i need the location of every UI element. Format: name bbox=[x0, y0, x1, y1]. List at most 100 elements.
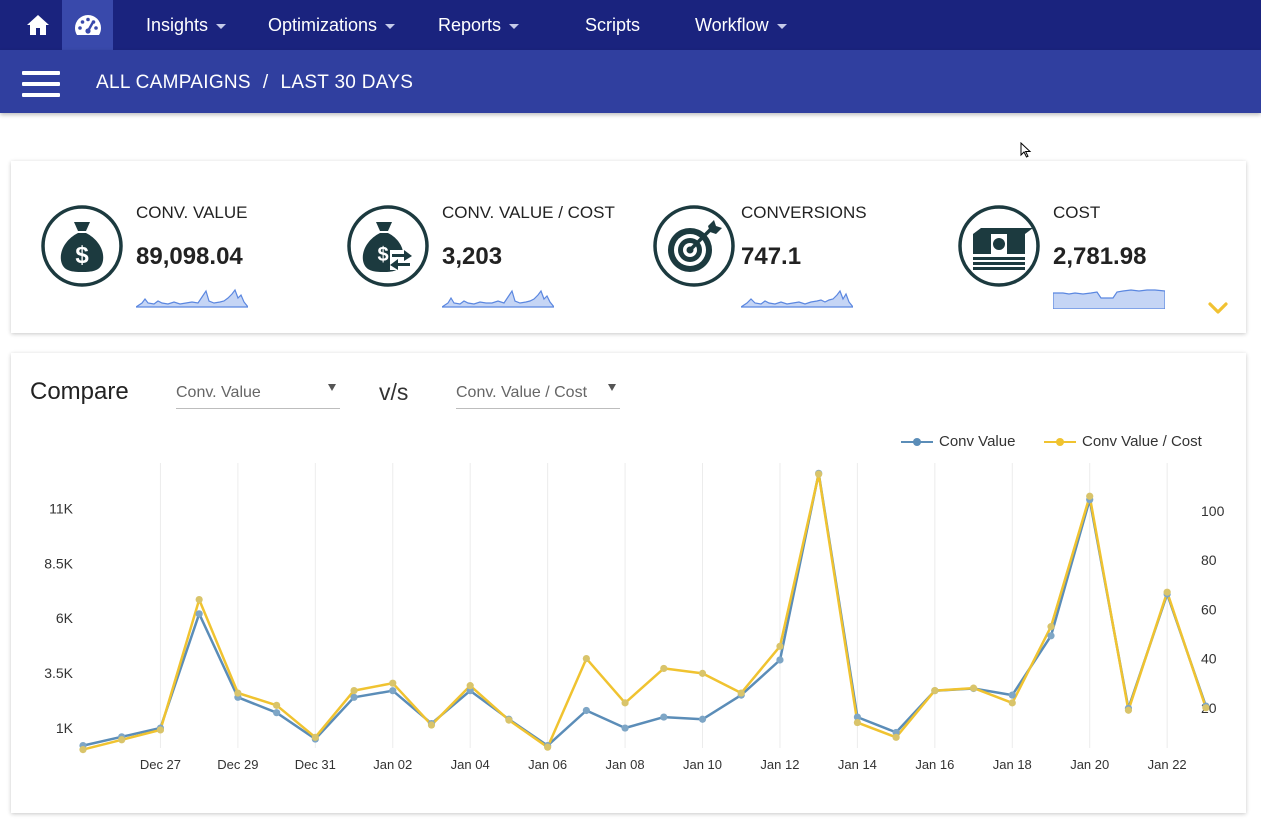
cash-stack-icon bbox=[958, 205, 1040, 287]
chevron-down-icon bbox=[776, 23, 787, 29]
data-point-conv-value bbox=[660, 713, 668, 721]
y-left-tick-label: 1K bbox=[56, 720, 74, 736]
x-tick-label: Jan 22 bbox=[1148, 757, 1187, 772]
data-point-conv-value-cost bbox=[156, 726, 165, 734]
right-metric-select[interactable]: Conv. Value / Cost bbox=[456, 377, 620, 409]
y-left-tick-label: 8.5K bbox=[44, 555, 73, 571]
chevron-down-icon[interactable] bbox=[1208, 301, 1228, 315]
data-point-conv-value-cost bbox=[969, 684, 978, 692]
x-tick-label: Jan 08 bbox=[606, 757, 645, 772]
data-point-conv-value bbox=[1047, 632, 1055, 640]
sub-header-bar: ALL CAMPAIGNS / LAST 30 DAYS bbox=[0, 50, 1261, 113]
data-point-conv-value-cost bbox=[544, 743, 552, 751]
nav-optimizations[interactable]: Optimizations bbox=[268, 0, 396, 50]
data-point-conv-value-cost bbox=[195, 595, 203, 604]
svg-text:$: $ bbox=[75, 242, 89, 269]
left-metric-select[interactable]: Conv. Value bbox=[176, 377, 340, 409]
data-point-conv-value bbox=[466, 687, 474, 695]
data-point-conv-value bbox=[892, 728, 900, 737]
dropdown-arrow-icon bbox=[608, 384, 616, 391]
home-button[interactable] bbox=[8, 0, 68, 50]
sparkline bbox=[136, 288, 248, 308]
breadcrumb-date-range[interactable]: LAST 30 DAYS bbox=[280, 72, 414, 93]
dropdown-arrow-icon bbox=[328, 384, 336, 391]
x-tick-label: Jan 12 bbox=[760, 757, 799, 772]
data-point-conv-value-cost bbox=[582, 655, 590, 663]
data-point-conv-value bbox=[1202, 702, 1210, 710]
breadcrumb-campaigns[interactable]: ALL CAMPAIGNS bbox=[96, 72, 251, 93]
left-metric-value: Conv. Value bbox=[176, 384, 261, 401]
nav-reports[interactable]: Reports bbox=[438, 0, 520, 50]
kpi-label: CONV. VALUE / COST bbox=[442, 203, 615, 222]
chevron-down-icon bbox=[216, 23, 227, 29]
x-tick-label: Jan 14 bbox=[838, 757, 877, 772]
data-point-conv-value bbox=[1124, 704, 1133, 712]
data-point-conv-value bbox=[969, 684, 978, 693]
x-tick-label: Dec 29 bbox=[217, 757, 258, 772]
nav-scripts-label: Scripts bbox=[585, 14, 641, 35]
data-point-conv-value bbox=[1163, 590, 1171, 598]
data-point-conv-value bbox=[156, 724, 165, 732]
mouse-cursor-icon bbox=[1020, 142, 1032, 158]
kpi-label: CONVERSIONS bbox=[741, 203, 867, 222]
kpi-value: 3,203 bbox=[442, 243, 503, 270]
legend-swatch bbox=[1044, 438, 1076, 446]
kpi-value: 747.1 bbox=[741, 243, 802, 270]
kpi-summary-card: $ CONV. VALUE 89,098.04 $ CONV. VALUE / … bbox=[11, 161, 1246, 333]
hamburger-icon bbox=[22, 93, 60, 97]
nav-insights[interactable]: Insights bbox=[146, 0, 227, 50]
sparkline bbox=[741, 289, 853, 308]
data-point-conv-value-cost bbox=[621, 699, 629, 707]
money-bag-exchange-icon: $ bbox=[347, 205, 429, 287]
nav-workflow[interactable]: Workflow bbox=[695, 0, 787, 50]
data-point-conv-value-cost bbox=[311, 733, 319, 741]
x-tick-label: Dec 31 bbox=[295, 757, 336, 772]
data-point-conv-value bbox=[350, 693, 358, 701]
menu-toggle-button[interactable] bbox=[22, 71, 60, 97]
chevron-down-icon bbox=[509, 23, 520, 29]
legend-label: Conv Value bbox=[939, 433, 1016, 450]
legend-swatch bbox=[901, 438, 933, 446]
hamburger-icon bbox=[22, 71, 60, 75]
data-point-conv-value bbox=[737, 691, 745, 699]
data-point-conv-value-cost bbox=[234, 689, 242, 697]
y-left-tick-label: 6K bbox=[56, 610, 74, 626]
dashboard-button[interactable] bbox=[62, 0, 113, 50]
sparkline bbox=[1053, 289, 1165, 309]
sparkline bbox=[442, 289, 554, 308]
legend-label: Conv Value / Cost bbox=[1082, 433, 1202, 450]
data-point-conv-value-cost bbox=[776, 642, 784, 650]
nav-optimizations-label: Optimizations bbox=[268, 14, 378, 35]
compare-line-chart: Dec 27 Dec 29 Dec 31 Jan 02 Jan 04 Jan 06 Jan … bbox=[44, 463, 1225, 772]
kpi-value: 2,781.98 bbox=[1053, 243, 1147, 270]
data-point-conv-value-cost bbox=[1008, 699, 1016, 707]
kpi-cost[interactable]: COST 2,781.98 bbox=[957, 161, 1207, 333]
data-point-conv-value-cost bbox=[737, 689, 745, 697]
breadcrumb-separator: / bbox=[262, 72, 269, 93]
y-left-tick-label: 3.5K bbox=[44, 665, 73, 681]
kpi-label: COST bbox=[1053, 203, 1101, 222]
home-icon bbox=[27, 15, 49, 35]
data-point-conv-value-cost bbox=[892, 733, 900, 741]
y-right-tick-label: 80 bbox=[1201, 552, 1217, 568]
nav-scripts[interactable]: Scripts bbox=[585, 0, 640, 50]
kpi-conversions[interactable]: CONVERSIONS 747.1 bbox=[652, 161, 942, 333]
kpi-conv-value[interactable]: $ CONV. VALUE 89,098.04 bbox=[40, 161, 330, 333]
data-point-conv-value-cost bbox=[660, 664, 668, 673]
nav-reports-label: Reports bbox=[438, 14, 502, 35]
data-point-conv-value bbox=[621, 724, 629, 732]
data-point-conv-value-cost bbox=[1086, 492, 1094, 500]
data-point-conv-value bbox=[389, 687, 397, 695]
data-point-conv-value bbox=[118, 733, 126, 741]
data-point-conv-value-cost bbox=[815, 470, 823, 478]
x-tick-label: Jan 20 bbox=[1070, 757, 1109, 772]
breadcrumb: ALL CAMPAIGNS / LAST 30 DAYS bbox=[96, 72, 413, 94]
nav-workflow-label: Workflow bbox=[695, 14, 769, 35]
data-point-conv-value-cost bbox=[1124, 706, 1133, 714]
data-point-conv-value bbox=[582, 706, 590, 715]
kpi-conv-value-cost[interactable]: $ CONV. VALUE / COST 3,203 bbox=[346, 161, 636, 333]
data-point-conv-value bbox=[505, 715, 513, 723]
data-point-conv-value-cost bbox=[931, 686, 939, 695]
data-point-conv-value-cost bbox=[1047, 623, 1055, 631]
data-point-conv-value bbox=[853, 713, 862, 721]
